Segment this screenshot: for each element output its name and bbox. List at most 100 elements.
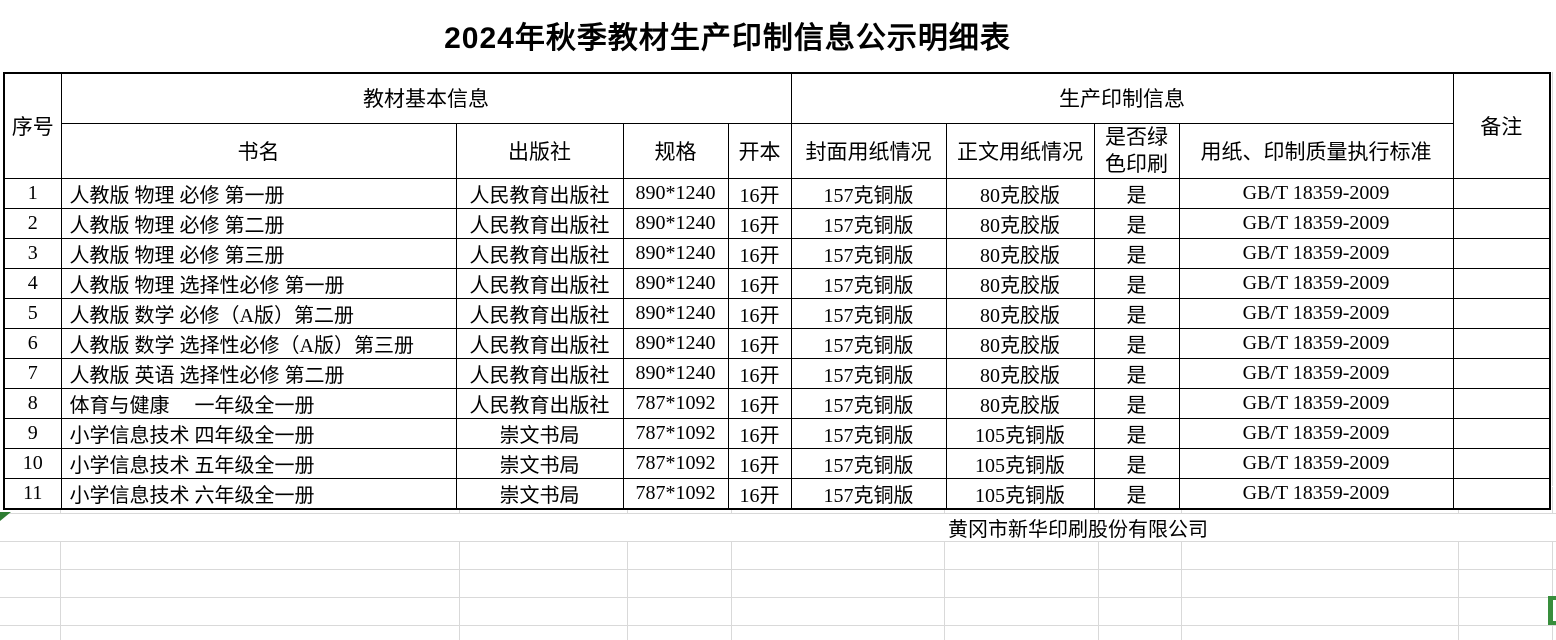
cell-seq[interactable]: 3 bbox=[3, 237, 62, 269]
cell-book-name[interactable]: 体育与健康 一年级全一册 bbox=[60, 387, 457, 419]
cell-publisher[interactable]: 人民教育出版社 bbox=[455, 267, 624, 299]
cell-seq[interactable]: 9 bbox=[3, 417, 62, 449]
cell-cover-paper[interactable]: 157克铜版 bbox=[790, 207, 947, 239]
cell-quality-standard[interactable]: GB/T 18359-2009 bbox=[1178, 357, 1454, 389]
cell-book-name[interactable]: 人教版 英语 选择性必修 第二册 bbox=[60, 357, 457, 389]
cell-green-print[interactable]: 是 bbox=[1093, 237, 1180, 269]
cell-book-name[interactable]: 人教版 物理 必修 第三册 bbox=[60, 237, 457, 269]
cell-green-print[interactable]: 是 bbox=[1093, 357, 1180, 389]
cell-book-name[interactable]: 小学信息技术 六年级全一册 bbox=[60, 477, 457, 509]
cell-remark[interactable] bbox=[1452, 237, 1551, 269]
cell-cover-paper[interactable]: 157克铜版 bbox=[790, 387, 947, 419]
cell-quality-standard[interactable]: GB/T 18359-2009 bbox=[1178, 447, 1454, 479]
cell-cover-paper[interactable]: 157克铜版 bbox=[790, 477, 947, 509]
cell-green-print[interactable]: 是 bbox=[1093, 447, 1180, 479]
cell-remark[interactable] bbox=[1452, 327, 1551, 359]
cell-book-name[interactable]: 人教版 物理 必修 第二册 bbox=[60, 207, 457, 239]
cell-format[interactable]: 16开 bbox=[727, 267, 792, 299]
title-cell[interactable]: 2024年秋季教材生产印制信息公示明细表 bbox=[3, 0, 1452, 70]
cell-remark[interactable] bbox=[1452, 267, 1551, 299]
cell-spec[interactable]: 890*1240 bbox=[622, 357, 729, 389]
cell-spec[interactable]: 890*1240 bbox=[622, 327, 729, 359]
cell-remark[interactable] bbox=[1452, 387, 1551, 419]
cell-green-print[interactable]: 是 bbox=[1093, 327, 1180, 359]
cell-publisher[interactable]: 崇文书局 bbox=[455, 447, 624, 479]
cell-seq[interactable]: 11 bbox=[3, 477, 62, 509]
cell-quality-standard[interactable]: GB/T 18359-2009 bbox=[1178, 477, 1454, 509]
cell-quality-standard[interactable]: GB/T 18359-2009 bbox=[1178, 387, 1454, 419]
cell-seq[interactable]: 10 bbox=[3, 447, 62, 479]
cell-seq[interactable]: 5 bbox=[3, 297, 62, 329]
cell-body-paper[interactable]: 80克胶版 bbox=[945, 267, 1095, 299]
cell-green-print[interactable]: 是 bbox=[1093, 387, 1180, 419]
cell-cover-paper[interactable]: 157克铜版 bbox=[790, 237, 947, 269]
header-format[interactable]: 开本 bbox=[727, 122, 792, 179]
cell-quality-standard[interactable]: GB/T 18359-2009 bbox=[1178, 297, 1454, 329]
cell-body-paper[interactable]: 80克胶版 bbox=[945, 177, 1095, 209]
cell-cover-paper[interactable]: 157克铜版 bbox=[790, 327, 947, 359]
cell-body-paper[interactable]: 80克胶版 bbox=[945, 387, 1095, 419]
cell-seq[interactable]: 6 bbox=[3, 327, 62, 359]
cell-format[interactable]: 16开 bbox=[727, 237, 792, 269]
cell-seq[interactable]: 4 bbox=[3, 267, 62, 299]
cell-format[interactable]: 16开 bbox=[727, 447, 792, 479]
cell-green-print[interactable]: 是 bbox=[1093, 477, 1180, 509]
cell-format[interactable]: 16开 bbox=[727, 417, 792, 449]
cell-remark[interactable] bbox=[1452, 477, 1551, 509]
company-cell[interactable]: 黄冈市新华印刷股份有限公司 bbox=[790, 513, 1366, 541]
cell-seq[interactable]: 8 bbox=[3, 387, 62, 419]
cell-cover-paper[interactable]: 157克铜版 bbox=[790, 447, 947, 479]
cell-quality-standard[interactable]: GB/T 18359-2009 bbox=[1178, 207, 1454, 239]
header-seq[interactable]: 序号 bbox=[3, 72, 62, 179]
cell-quality-standard[interactable]: GB/T 18359-2009 bbox=[1178, 177, 1454, 209]
header-cover-paper[interactable]: 封面用纸情况 bbox=[790, 122, 947, 179]
cell-remark[interactable] bbox=[1452, 177, 1551, 209]
cell-format[interactable]: 16开 bbox=[727, 477, 792, 509]
cell-seq[interactable]: 7 bbox=[3, 357, 62, 389]
cell-format[interactable]: 16开 bbox=[727, 357, 792, 389]
cell-publisher[interactable]: 崇文书局 bbox=[455, 417, 624, 449]
header-spec[interactable]: 规格 bbox=[622, 122, 729, 179]
cell-remark[interactable] bbox=[1452, 297, 1551, 329]
cell-format[interactable]: 16开 bbox=[727, 297, 792, 329]
cell-remark[interactable] bbox=[1452, 207, 1551, 239]
header-quality-standard[interactable]: 用纸、印制质量执行标准 bbox=[1178, 122, 1454, 179]
cell-book-name[interactable]: 人教版 物理 选择性必修 第一册 bbox=[60, 267, 457, 299]
cell-body-paper[interactable]: 80克胶版 bbox=[945, 327, 1095, 359]
cell-spec[interactable]: 890*1240 bbox=[622, 177, 729, 209]
cell-remark[interactable] bbox=[1452, 447, 1551, 479]
cell-format[interactable]: 16开 bbox=[727, 387, 792, 419]
cell-book-name[interactable]: 人教版 物理 必修 第一册 bbox=[60, 177, 457, 209]
cell-publisher[interactable]: 人民教育出版社 bbox=[455, 237, 624, 269]
header-group-basic-info[interactable]: 教材基本信息 bbox=[60, 72, 792, 124]
cell-body-paper[interactable]: 105克铜版 bbox=[945, 477, 1095, 509]
cell-publisher[interactable]: 人民教育出版社 bbox=[455, 387, 624, 419]
header-book-name[interactable]: 书名 bbox=[60, 122, 457, 179]
cell-book-name[interactable]: 人教版 数学 选择性必修（A版）第三册 bbox=[60, 327, 457, 359]
cell-quality-standard[interactable]: GB/T 18359-2009 bbox=[1178, 417, 1454, 449]
cell-format[interactable]: 16开 bbox=[727, 207, 792, 239]
cell-remark[interactable] bbox=[1452, 417, 1551, 449]
cell-publisher[interactable]: 人民教育出版社 bbox=[455, 207, 624, 239]
cell-quality-standard[interactable]: GB/T 18359-2009 bbox=[1178, 267, 1454, 299]
cell-green-print[interactable]: 是 bbox=[1093, 177, 1180, 209]
header-publisher[interactable]: 出版社 bbox=[455, 122, 624, 179]
cell-cover-paper[interactable]: 157克铜版 bbox=[790, 417, 947, 449]
cell-body-paper[interactable]: 80克胶版 bbox=[945, 207, 1095, 239]
cell-green-print[interactable]: 是 bbox=[1093, 267, 1180, 299]
cell-body-paper[interactable]: 80克胶版 bbox=[945, 297, 1095, 329]
cell-quality-standard[interactable]: GB/T 18359-2009 bbox=[1178, 237, 1454, 269]
cell-quality-standard[interactable]: GB/T 18359-2009 bbox=[1178, 327, 1454, 359]
cell-format[interactable]: 16开 bbox=[727, 177, 792, 209]
cell-body-paper[interactable]: 105克铜版 bbox=[945, 417, 1095, 449]
cell-book-name[interactable]: 小学信息技术 四年级全一册 bbox=[60, 417, 457, 449]
cell-spec[interactable]: 787*1092 bbox=[622, 387, 729, 419]
cell-spec[interactable]: 890*1240 bbox=[622, 297, 729, 329]
header-remark[interactable]: 备注 bbox=[1452, 72, 1551, 179]
cell-book-name[interactable]: 小学信息技术 五年级全一册 bbox=[60, 447, 457, 479]
cell-spec[interactable]: 890*1240 bbox=[622, 237, 729, 269]
cell-body-paper[interactable]: 105克铜版 bbox=[945, 447, 1095, 479]
cell-publisher[interactable]: 人民教育出版社 bbox=[455, 177, 624, 209]
cell-seq[interactable]: 2 bbox=[3, 207, 62, 239]
cell-spec[interactable]: 787*1092 bbox=[622, 417, 729, 449]
